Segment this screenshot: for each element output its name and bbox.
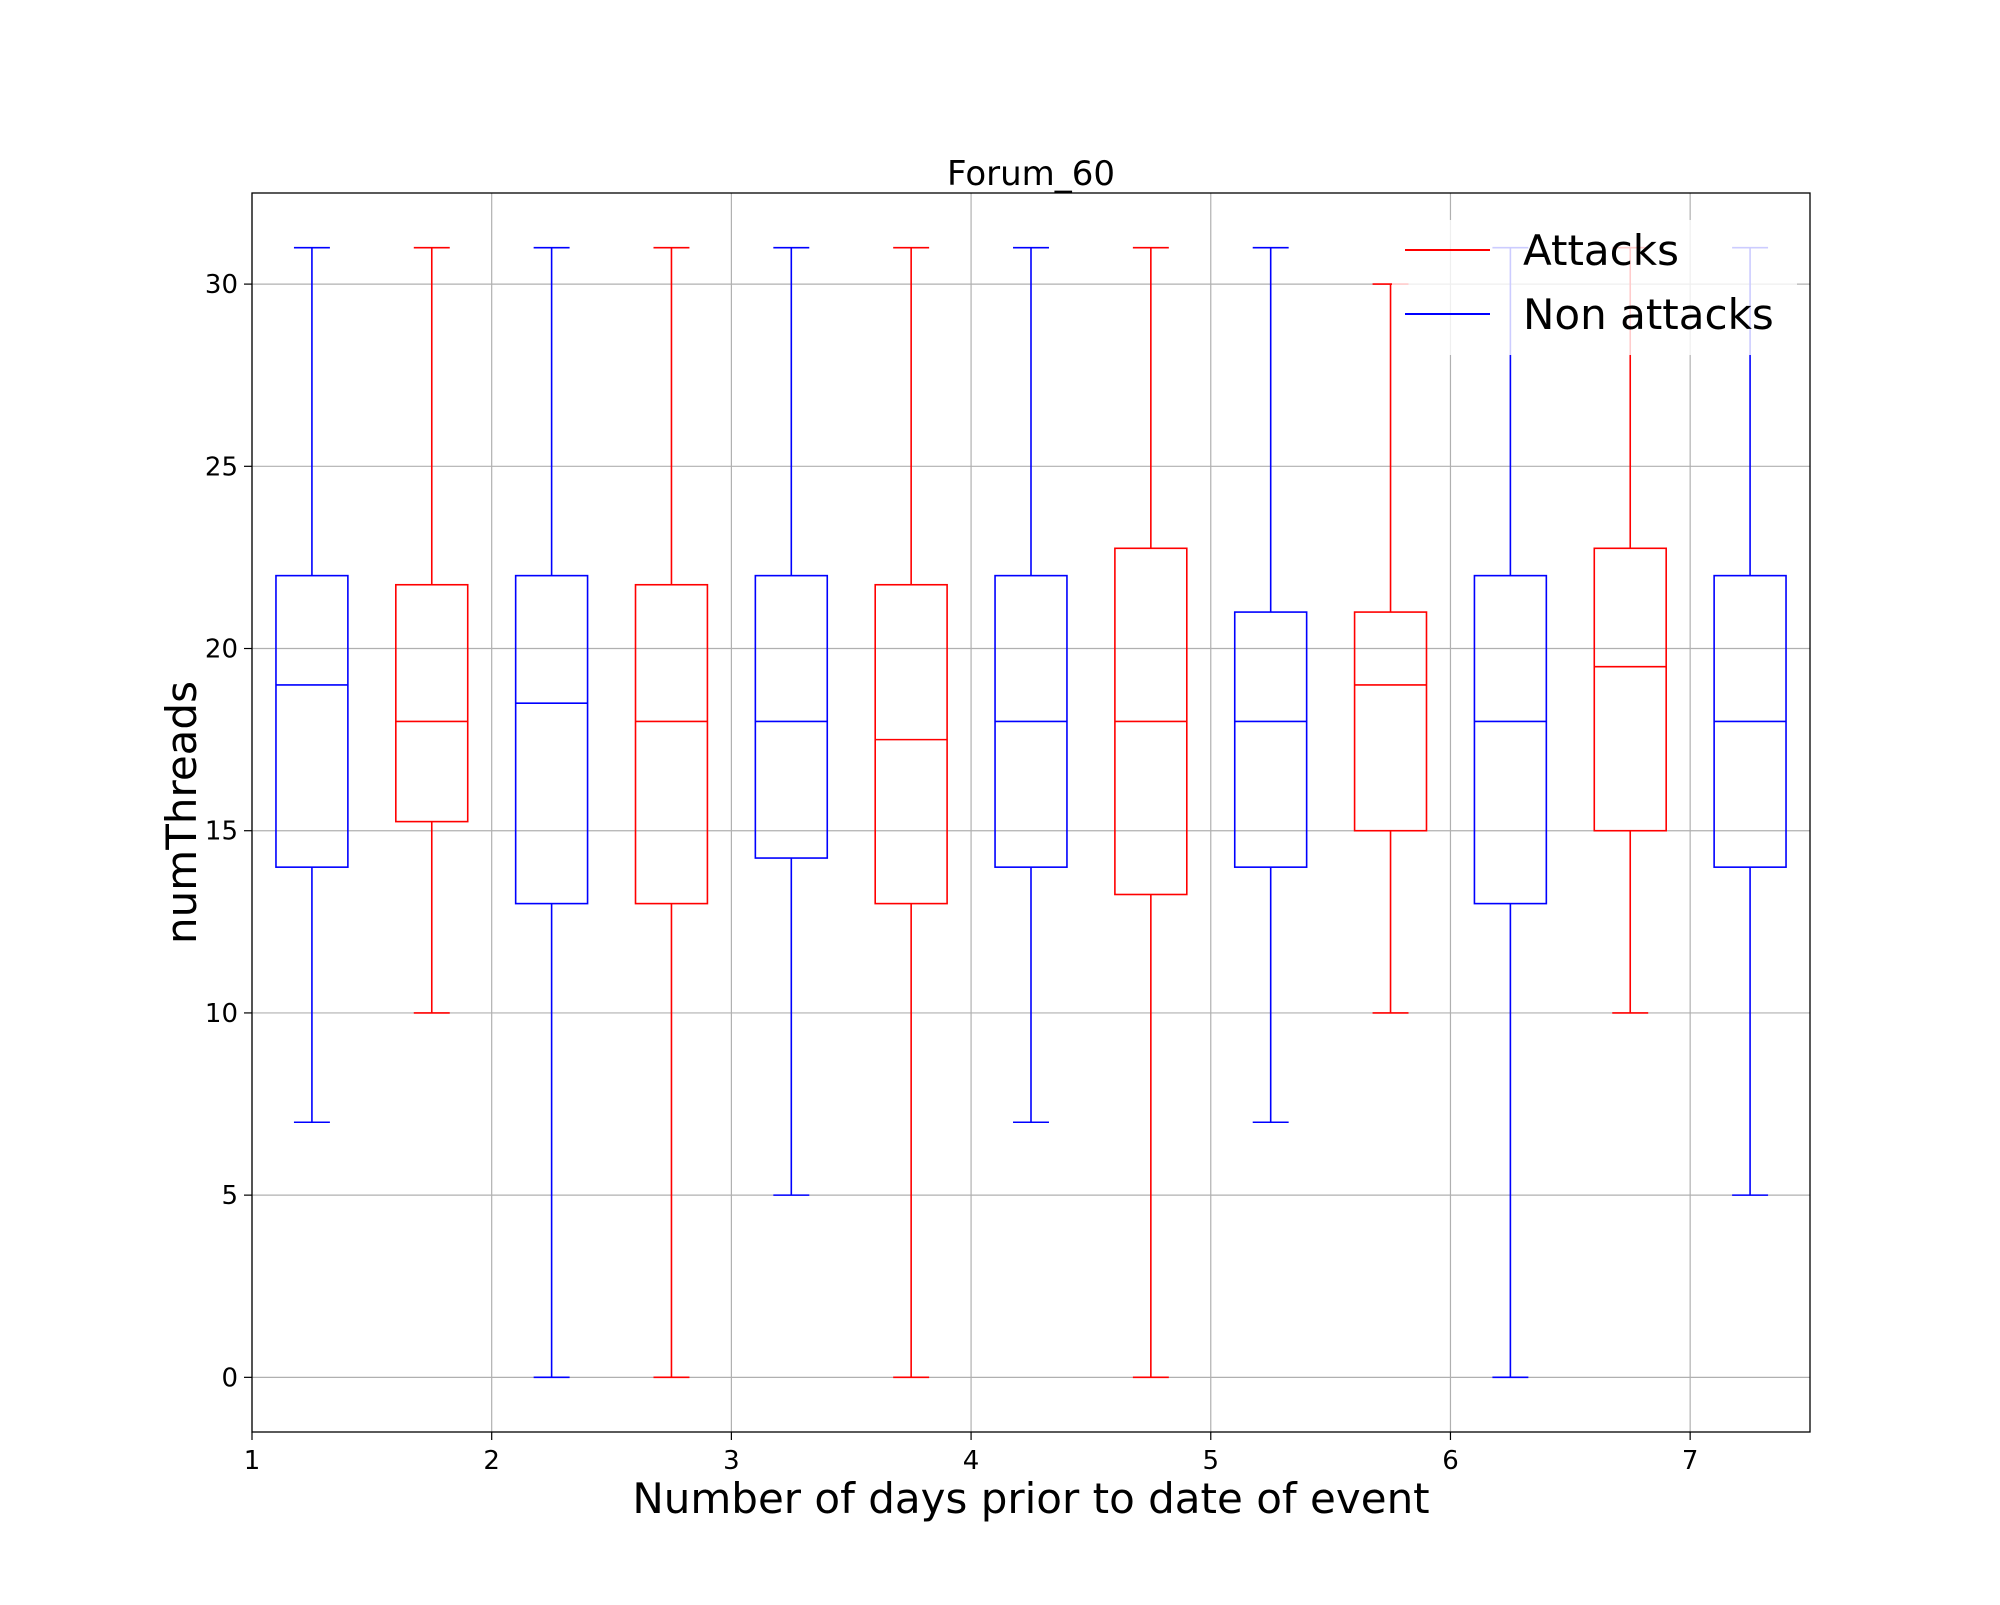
box-attacks	[1353, 283, 1428, 1014]
x-tick-label: 5	[1202, 1446, 1219, 1476]
iqr-box	[1473, 574, 1548, 905]
x-tick-label: 3	[723, 1446, 740, 1476]
x-axis-label: Number of days prior to date of event	[632, 1474, 1429, 1523]
legend-background	[1392, 220, 1797, 355]
box-non-attacks	[754, 246, 829, 1196]
box-non-attacks	[1233, 246, 1308, 1124]
y-tick-label: 25	[205, 452, 238, 482]
iqr-box	[1353, 611, 1428, 832]
iqr-box	[634, 583, 709, 905]
x-tick-label: 7	[1682, 1446, 1699, 1476]
box-non-attacks	[275, 246, 349, 1124]
y-tick-label: 20	[205, 635, 238, 665]
box-attacks	[634, 246, 709, 1379]
box-attacks	[1593, 246, 1667, 1014]
x-tick-label: 6	[1442, 1446, 1459, 1476]
y-tick-label: 0	[221, 1363, 238, 1393]
y-axis-label: numThreads	[157, 681, 206, 944]
box-attacks	[1114, 246, 1188, 1379]
box-non-attacks	[994, 246, 1068, 1124]
legend-label-attacks: Attacks	[1523, 226, 1679, 275]
legend: Attacks Non attacks	[1392, 220, 1797, 355]
y-tick-label: 10	[205, 999, 238, 1029]
x-tick-label: 1	[244, 1446, 261, 1476]
box-attacks	[395, 246, 469, 1014]
chart-title: Forum_60	[947, 154, 1115, 194]
x-tick-label: 2	[483, 1446, 500, 1476]
y-tick-label: 30	[205, 270, 238, 300]
iqr-box	[874, 583, 948, 905]
iqr-box	[514, 574, 589, 905]
y-tick-label: 5	[221, 1181, 238, 1211]
box-attacks	[874, 246, 948, 1379]
iqr-box	[395, 583, 469, 823]
box-non-attacks	[514, 246, 589, 1379]
legend-label-non-attacks: Non attacks	[1523, 290, 1774, 339]
x-tick-label: 4	[963, 1446, 980, 1476]
y-tick-label: 15	[205, 817, 238, 847]
iqr-box	[275, 574, 349, 868]
iqr-box	[1593, 547, 1667, 832]
plot-frame	[251, 192, 1811, 1433]
iqr-box	[1233, 611, 1308, 868]
iqr-box	[754, 574, 829, 859]
axis-ticks: 1 2 3 4 5 6 7 0 5 10 15 20 25 30	[205, 270, 1699, 1476]
